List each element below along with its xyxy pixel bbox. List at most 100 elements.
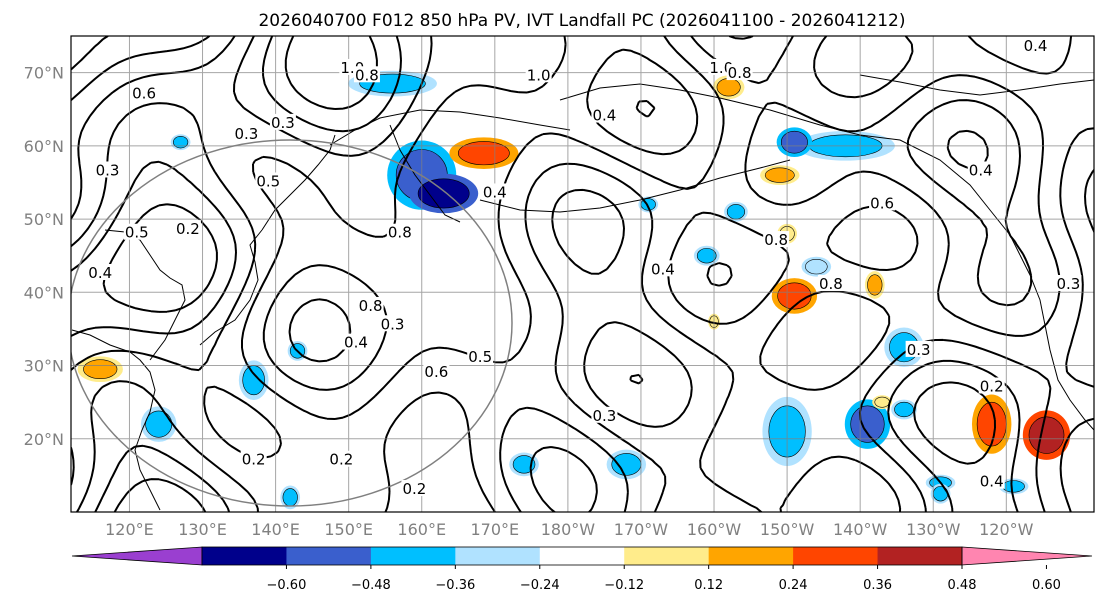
pv-anomaly-blob: [83, 359, 118, 380]
pv-anomaly-blob: [173, 136, 189, 149]
contour-label: 0.3: [96, 161, 120, 179]
landfall-region-circle: [71, 139, 513, 507]
map-area: 1.00.8 1.0 1.00.80.40.60.30.3 0.40.40.30.50…: [71, 36, 1094, 512]
contour-label: 1.0: [527, 66, 551, 84]
pv-anomaly-blob: [1028, 416, 1065, 454]
colorbar-tick-label: −0.60: [267, 578, 307, 593]
longitude-tick-labels: 120°E 130°E 140°E 150°E 160°E 170°E 180°W 170°W…: [105, 520, 1034, 539]
contour-label-background: [94, 161, 121, 178]
longitude-tick-label: 130°W: [906, 520, 961, 539]
latitude-tick-label: 50°N: [24, 210, 64, 229]
contour-label-background: [591, 106, 618, 123]
contour-label: 0.4: [969, 161, 993, 179]
longitude-tick-label: 140°E: [251, 520, 300, 539]
colorbar-segment: [286, 547, 372, 565]
colorbar-segment: [877, 547, 963, 565]
longitude-tick-label: 120°E: [105, 520, 154, 539]
longitude-tick-label: 170°E: [470, 520, 519, 539]
contour-label-background: [328, 450, 355, 467]
pv-anomaly-blob: [145, 410, 173, 438]
pv-anomaly-blob: [764, 167, 795, 183]
pv-anomaly-blob: [805, 259, 828, 275]
pv-contour-line: [71, 36, 1094, 512]
contour-label-background: [1055, 274, 1082, 291]
colorbar-tick-label: −0.48: [351, 578, 391, 593]
contour-label: 0.5: [125, 224, 149, 242]
contour-label: 0.5: [468, 348, 492, 366]
graticule: [71, 36, 1094, 512]
contour-label: 0.8: [819, 275, 843, 293]
colorbar-tick-label: −0.24: [520, 578, 560, 593]
pv-anomaly-blob: [867, 274, 883, 296]
colorbar-tick-label: −0.36: [435, 578, 475, 593]
colorbar-segment: [370, 547, 456, 565]
colorbar-segment: [708, 547, 794, 565]
colorbar-outline: [201, 546, 963, 566]
colorbar-segment: [624, 547, 710, 565]
contour-label-background: [342, 333, 369, 350]
contour-label: 0.3: [271, 114, 295, 132]
contour-label: 0.2: [329, 451, 353, 469]
colorbar-tick-label: 0.24: [779, 578, 808, 593]
pv-anomaly-blob: [780, 130, 808, 154]
contour-label: 0.4: [1024, 37, 1048, 55]
colorbar-segment: [793, 547, 879, 565]
contour-label: 0.6: [424, 363, 448, 381]
contour-label-background: [869, 194, 896, 211]
pv-anomaly-blob: [874, 396, 890, 408]
contour-label-background: [386, 223, 413, 240]
contour-label-background: [649, 260, 676, 277]
longitude-tick-label: 120°W: [979, 520, 1034, 539]
contour-label-background: [87, 264, 114, 280]
pv-anomaly-blob: [696, 248, 717, 264]
latitude-tick-labels: 70°N 60°N 50°N 40°N 30°N 20°N: [24, 64, 64, 449]
coastline-japan: [199, 229, 263, 346]
contour-label: 0.2: [980, 378, 1004, 396]
longitude-tick-label: 180°W: [541, 520, 596, 539]
pv-anomaly-blob: [512, 455, 536, 474]
contour-label-background: [978, 377, 1005, 394]
contour-label: 0.3: [234, 125, 258, 143]
contour-label: 0.3: [592, 407, 616, 425]
contour-label: 0.6: [132, 85, 156, 103]
colorbar-segment: [539, 547, 625, 565]
map-frame: [70, 35, 1095, 513]
contour-label: 0.4: [980, 473, 1004, 491]
contour-label-background: [233, 124, 260, 141]
coastline-sakhalin: [261, 134, 336, 231]
colorbar-segment: [202, 547, 287, 565]
contour-label-background: [423, 362, 450, 379]
contour-label: 0.4: [88, 264, 112, 282]
latitude-tick-label: 20°N: [24, 430, 64, 449]
contour-label-background: [967, 161, 994, 178]
contour-label: 0.3: [381, 315, 405, 333]
longitude-tick-label: 160°E: [397, 520, 446, 539]
contour-label-background: [817, 274, 844, 291]
contour-label: 0.5: [256, 172, 280, 190]
contour-label-background: [401, 480, 428, 497]
latitude-tick-label: 30°N: [24, 357, 64, 376]
contour-label: 0.8: [728, 64, 752, 82]
longitude-tick-label: 160°W: [687, 520, 742, 539]
contour-label: 0.2: [242, 451, 266, 469]
pv-anomaly-blob: [611, 453, 642, 476]
colorbar-tick-labels: −0.60 −0.48 −0.36 −0.24 −0.12 0.12 0.24 0.36 0.4…: [267, 565, 1061, 593]
contour-label-background: [481, 183, 508, 200]
figure-title: 2026040700 F012 850 hPa PV, IVT Landfall…: [258, 11, 905, 31]
contour-label-background: [978, 472, 1005, 489]
contour-label: 0.8: [359, 297, 383, 315]
contour-label: 0.4: [344, 334, 368, 352]
contour-labels: 1.00.8 1.0 1.00.80.40.60.30.3 0.40.40.30.50…: [87, 36, 1082, 498]
pv-anomaly-blob: [457, 141, 510, 166]
contour-label-background: [467, 348, 494, 365]
colorbar-segment: [455, 547, 541, 565]
latitude-tick-label: 60°N: [24, 137, 64, 156]
coastline-asia: [71, 329, 161, 511]
contour-label: 0.2: [176, 220, 200, 238]
coastline-aleutians: [479, 159, 791, 213]
colorbar-tick-label: 0.36: [863, 578, 892, 593]
contour-label: 0.4: [651, 260, 675, 278]
contour-label: 0.8: [764, 231, 788, 249]
coastline-arctic: [859, 74, 1094, 96]
contour-label: 0.4: [592, 107, 616, 125]
